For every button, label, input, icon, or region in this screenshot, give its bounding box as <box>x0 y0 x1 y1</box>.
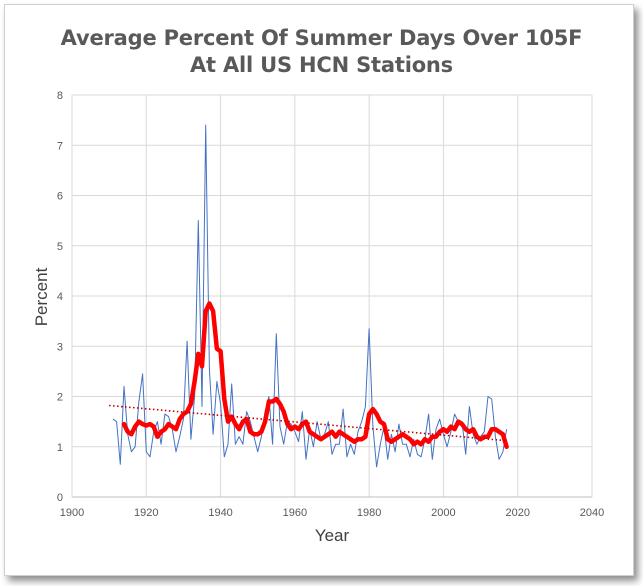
y-tick-label: 4 <box>57 291 63 303</box>
y-tick-label: 2 <box>57 392 63 404</box>
chart-frame <box>4 4 634 576</box>
y-tick-label: 6 <box>57 191 63 203</box>
y-tick-label: 0 <box>57 492 63 504</box>
y-axis-title: Percent <box>32 267 51 326</box>
x-tick-label: 2000 <box>431 507 455 519</box>
y-tick-label: 3 <box>57 341 63 353</box>
x-tick-label: 1920 <box>134 507 158 519</box>
series-smoothed-line <box>121 301 509 450</box>
x-tick-label: 1940 <box>208 507 232 519</box>
x-tick-label: 2040 <box>580 507 604 519</box>
x-tick-label: 2020 <box>505 507 529 519</box>
y-tick-label: 8 <box>57 90 63 102</box>
chart-title-line-2: At All US HCN Stations <box>190 53 453 77</box>
x-tick-label: 1960 <box>283 507 307 519</box>
y-tick-label: 7 <box>57 140 63 152</box>
x-axis-title: Year <box>315 526 350 545</box>
series-trend-line <box>109 404 507 442</box>
x-tick-label: 1900 <box>60 507 84 519</box>
chart-title-line-1: Average Percent Of Summer Days Over 105F <box>60 26 583 50</box>
y-tick-label: 1 <box>57 442 63 454</box>
y-tick-label: 5 <box>57 241 63 253</box>
x-tick-label: 1980 <box>357 507 381 519</box>
